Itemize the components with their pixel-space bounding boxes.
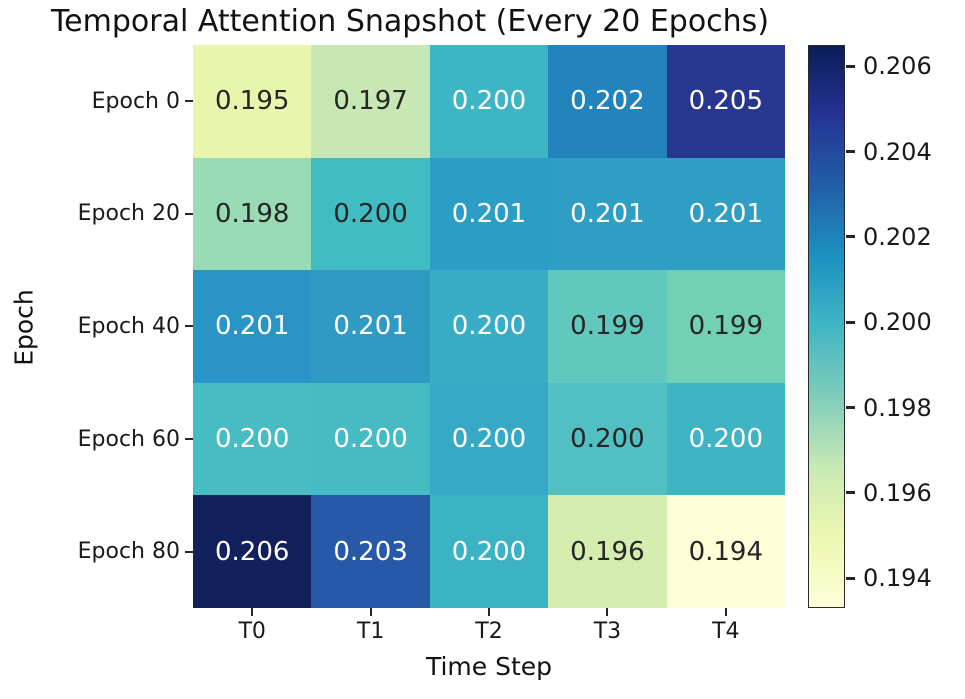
x-tick: T0 <box>193 608 311 652</box>
heatmap-cell: 0.200 <box>429 495 549 608</box>
colorbar-tick-label: 0.194 <box>863 564 932 593</box>
heatmap-cell: 0.200 <box>429 270 549 383</box>
heatmap-cell: 0.199 <box>666 270 785 383</box>
heatmap-cell: 0.194 <box>666 495 785 608</box>
x-tick-label: T0 <box>238 619 266 644</box>
colorbar-tick-label: 0.202 <box>863 222 932 251</box>
colorbar-tick: 0.200 <box>846 308 932 336</box>
x-tick-label: T3 <box>593 619 622 644</box>
x-tick-mark <box>251 608 254 616</box>
heatmap-cell: 0.200 <box>429 45 549 158</box>
y-tick-mark <box>185 325 193 328</box>
heatmap-cell: 0.201 <box>193 270 312 383</box>
y-tick-mark <box>185 438 193 441</box>
colorbar-tick: 0.204 <box>846 138 932 166</box>
colorbar-tick-label: 0.196 <box>863 478 932 507</box>
colorbar-tick-mark <box>846 576 855 580</box>
x-tick-mark <box>724 608 727 616</box>
colorbar-tick: 0.206 <box>846 52 932 80</box>
heatmap-cell: 0.200 <box>666 382 785 496</box>
colorbar-tick-mark <box>846 406 855 409</box>
heatmap-cell: 0.195 <box>193 45 312 158</box>
y-tick: Epoch 80 <box>0 495 193 608</box>
colorbar-tick-mark <box>846 235 855 239</box>
y-tick-mark <box>185 212 193 215</box>
heatmap-cell: 0.198 <box>193 157 312 271</box>
y-tick-mark <box>185 100 193 103</box>
y-tick: Epoch 0 <box>0 45 193 158</box>
colorbar-tick: 0.194 <box>846 564 932 592</box>
heatmap-cell: 0.197 <box>311 45 430 158</box>
heatmap-cell: 0.202 <box>548 45 667 158</box>
heatmap-cell: 0.205 <box>666 45 785 158</box>
x-tick: T4 <box>667 608 785 652</box>
colorbar-tick-label: 0.200 <box>863 308 932 337</box>
heatmap-grid: 0.195 0.197 0.200 0.202 0.205 0.198 0.200 0.201… <box>193 45 785 608</box>
colorbar-tick-mark <box>846 491 855 495</box>
heatmap-cell: 0.201 <box>429 157 549 271</box>
heatmap-cell: 0.200 <box>548 382 667 496</box>
heatmap-cell: 0.201 <box>666 157 785 271</box>
y-tick-label: Epoch 40 <box>77 313 180 339</box>
x-tick-label: T2 <box>475 619 503 644</box>
heatmap-cell: 0.200 <box>193 382 312 496</box>
x-axis-ticks: T0 T1 T2 T3 T4 <box>193 608 785 652</box>
heatmap-cell: 0.206 <box>193 495 312 608</box>
colorbar-ticks: 0.206 0.204 0.202 0.200 0.198 0.196 0.194 <box>846 45 961 608</box>
y-tick-label: Epoch 80 <box>77 539 180 565</box>
x-tick-label: T4 <box>712 619 740 644</box>
y-tick-label: Epoch 20 <box>77 201 180 227</box>
heatmap-cell: 0.200 <box>311 382 430 496</box>
heatmap-cell: 0.200 <box>429 382 549 496</box>
heatmap-cell: 0.196 <box>548 495 667 608</box>
y-axis-ticks: Epoch 0 Epoch 20 Epoch 40 Epoch 60 Epoch 80 <box>0 45 193 608</box>
colorbar-tick: 0.198 <box>846 394 932 422</box>
colorbar-tick-mark <box>846 150 855 154</box>
y-tick: Epoch 40 <box>0 270 193 383</box>
y-tick: Epoch 20 <box>0 158 193 271</box>
colorbar-tick: 0.196 <box>846 479 932 507</box>
y-tick: Epoch 60 <box>0 383 193 496</box>
x-tick-mark <box>488 608 491 616</box>
x-tick-label: T1 <box>356 619 385 644</box>
colorbar-gradient <box>808 45 845 608</box>
x-tick: T3 <box>548 608 666 652</box>
heatmap-cell: 0.203 <box>311 495 430 608</box>
heatmap-cell: 0.201 <box>311 270 430 383</box>
y-tick-mark <box>185 550 193 553</box>
y-tick-label: Epoch 60 <box>77 426 180 452</box>
chart-title: Temporal Attention Snapshot (Every 20 Ep… <box>50 4 770 39</box>
x-tick: T1 <box>311 608 429 652</box>
y-tick-label: Epoch 0 <box>91 88 180 114</box>
heatmap-cell: 0.199 <box>548 270 667 383</box>
x-tick-mark <box>606 608 609 616</box>
colorbar-tick-mark <box>846 64 855 68</box>
colorbar-tick-label: 0.204 <box>863 137 932 166</box>
x-axis-label: Time Step <box>425 652 553 681</box>
colorbar-tick: 0.202 <box>846 223 932 251</box>
colorbar-tick-label: 0.198 <box>863 393 932 422</box>
x-tick: T2 <box>430 608 548 652</box>
heatmap-cell: 0.200 <box>311 157 430 271</box>
heatmap-cell: 0.201 <box>548 157 667 271</box>
colorbar-tick-label: 0.206 <box>863 52 932 81</box>
x-tick-mark <box>369 608 372 616</box>
colorbar-tick-mark <box>846 320 855 324</box>
